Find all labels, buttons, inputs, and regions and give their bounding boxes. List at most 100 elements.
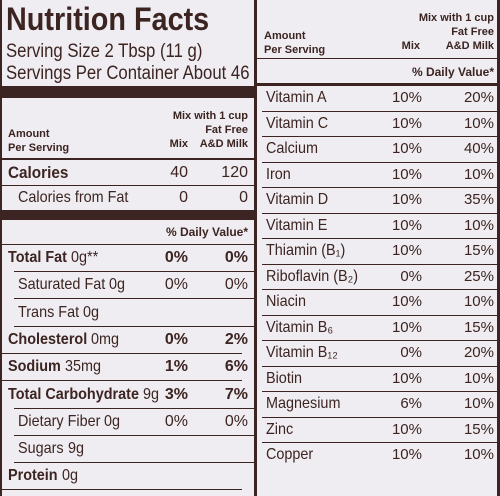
nutrient-name: Cholesterol: [8, 330, 88, 348]
rule: [262, 161, 497, 163]
milk-value: 6%: [224, 358, 248, 376]
nutrient-amount: 0g: [61, 467, 78, 485]
nutrient-name: Calories: [8, 163, 69, 182]
milk-value: 25%: [463, 267, 494, 285]
rule: [14, 325, 254, 327]
mix-value: 10%: [391, 242, 422, 259]
rule: [2, 86, 254, 98]
mix-value: 10%: [391, 191, 422, 208]
daily-value-heading: % Daily Value*: [411, 65, 494, 79]
milk-value: 10%: [463, 395, 494, 412]
vitamin-name: Magnesium: [266, 395, 341, 412]
mix-value: 0%: [400, 344, 422, 361]
nutrient-amount: 9g: [142, 385, 159, 403]
milk-value: 35%: [463, 191, 494, 208]
vitamin-name: Vitamin C: [266, 114, 329, 132]
nutrient-amount: 0g: [83, 303, 100, 321]
nutrient-name: Dietary Fiber: [18, 412, 101, 430]
title: Nutrition Facts: [6, 1, 210, 37]
mix-value: 40: [170, 164, 188, 181]
rule: [14, 462, 254, 464]
mix-value: 0%: [400, 267, 422, 285]
vitamin-name: Vitamin A: [266, 89, 327, 106]
rule: [262, 442, 497, 443]
nutrient-name: Protein: [8, 467, 58, 485]
nutrient-amount: 35mg: [64, 358, 101, 376]
milk-value: 0: [239, 189, 248, 206]
nutrient-amount: 0g**: [70, 249, 99, 266]
mix-value: 3%: [164, 385, 188, 403]
mix-value: 0%: [164, 249, 188, 266]
rule: [0, 0, 2, 496]
mix-value: 10%: [391, 369, 422, 387]
per-serving-heading: Per Serving: [264, 44, 326, 56]
mix-value: 10%: [391, 420, 422, 438]
nutrient-amount: 0g: [104, 412, 121, 430]
nutrient-name: Sodium: [8, 358, 61, 376]
mix-value: 0: [179, 189, 188, 206]
rule: [2, 352, 242, 354]
vitamin-name: Riboflavin (B₂): [266, 267, 359, 285]
nutrient-name: Calories from Fat: [18, 189, 129, 206]
milk-value: 0%: [224, 412, 248, 430]
amount-heading: Amount: [264, 30, 306, 42]
mix-value: 10%: [391, 89, 422, 106]
rule: [2, 244, 254, 245]
mix-value: 6%: [400, 395, 422, 412]
amount-heading: Amount: [8, 128, 50, 140]
nutrient-amount: 0mg: [91, 330, 120, 348]
rule: [257, 58, 497, 59]
per-serving-heading: Per Serving: [8, 142, 70, 154]
rule: [262, 289, 497, 290]
mix-value: 0%: [164, 276, 188, 294]
vitamin-name: Thiamin (B₁): [266, 242, 346, 259]
column-heading: A&D Milk: [445, 40, 494, 52]
rule: [257, 83, 497, 86]
mix-value: 10%: [391, 446, 422, 463]
vitamin-name: Vitamin D: [266, 191, 329, 208]
nutrient-name: Saturated Fat: [18, 276, 106, 294]
vitamin-name: Vitamin B₆: [266, 318, 334, 336]
nutrient-name: Total Fat: [8, 249, 67, 266]
column-heading: Mix: [169, 138, 188, 150]
mix-value: 10%: [391, 114, 422, 132]
vitamin-name: Iron: [266, 165, 291, 183]
vitamin-name: Niacin: [266, 293, 307, 310]
milk-value: 10%: [463, 446, 494, 463]
rule: [262, 110, 497, 112]
vitamin-name: Vitamin B₁₂: [266, 344, 338, 361]
rule: [262, 212, 497, 214]
mix-value: 0%: [164, 412, 188, 430]
rule: [262, 416, 497, 418]
mix-value: 10%: [391, 165, 422, 183]
nutrient-name: Sugars: [18, 440, 64, 458]
rule: [2, 185, 254, 186]
mix-value: 10%: [391, 140, 422, 157]
rule: [262, 340, 497, 341]
milk-value: 15%: [463, 242, 494, 259]
rule: [14, 434, 254, 436]
mix-value: 10%: [391, 318, 422, 336]
milk-value: 2%: [224, 330, 248, 348]
column-heading: Fat Free: [205, 124, 248, 136]
rule: [262, 365, 497, 367]
milk-value: 20%: [463, 89, 494, 106]
rule: [262, 187, 497, 188]
vitamin-name: Biotin: [266, 369, 303, 387]
mix-value: 10%: [391, 216, 422, 234]
vitamin-name: Calcium: [266, 140, 319, 157]
rule: [2, 210, 254, 220]
column-heading: Fat Free: [451, 26, 494, 38]
milk-value: 10%: [463, 114, 494, 132]
milk-value: 10%: [463, 216, 494, 234]
rule: [262, 314, 497, 316]
servings: Servings Per Container About 46: [6, 63, 250, 84]
mix-value: 0%: [164, 330, 188, 348]
rule: [2, 380, 242, 382]
rule: [254, 0, 257, 496]
column-heading: Mix with 1 cup: [172, 110, 248, 122]
milk-value: 15%: [463, 420, 494, 438]
milk-value: 0%: [224, 276, 248, 294]
vitamin-name: Zinc: [266, 420, 294, 438]
mix-value: 1%: [164, 358, 188, 376]
